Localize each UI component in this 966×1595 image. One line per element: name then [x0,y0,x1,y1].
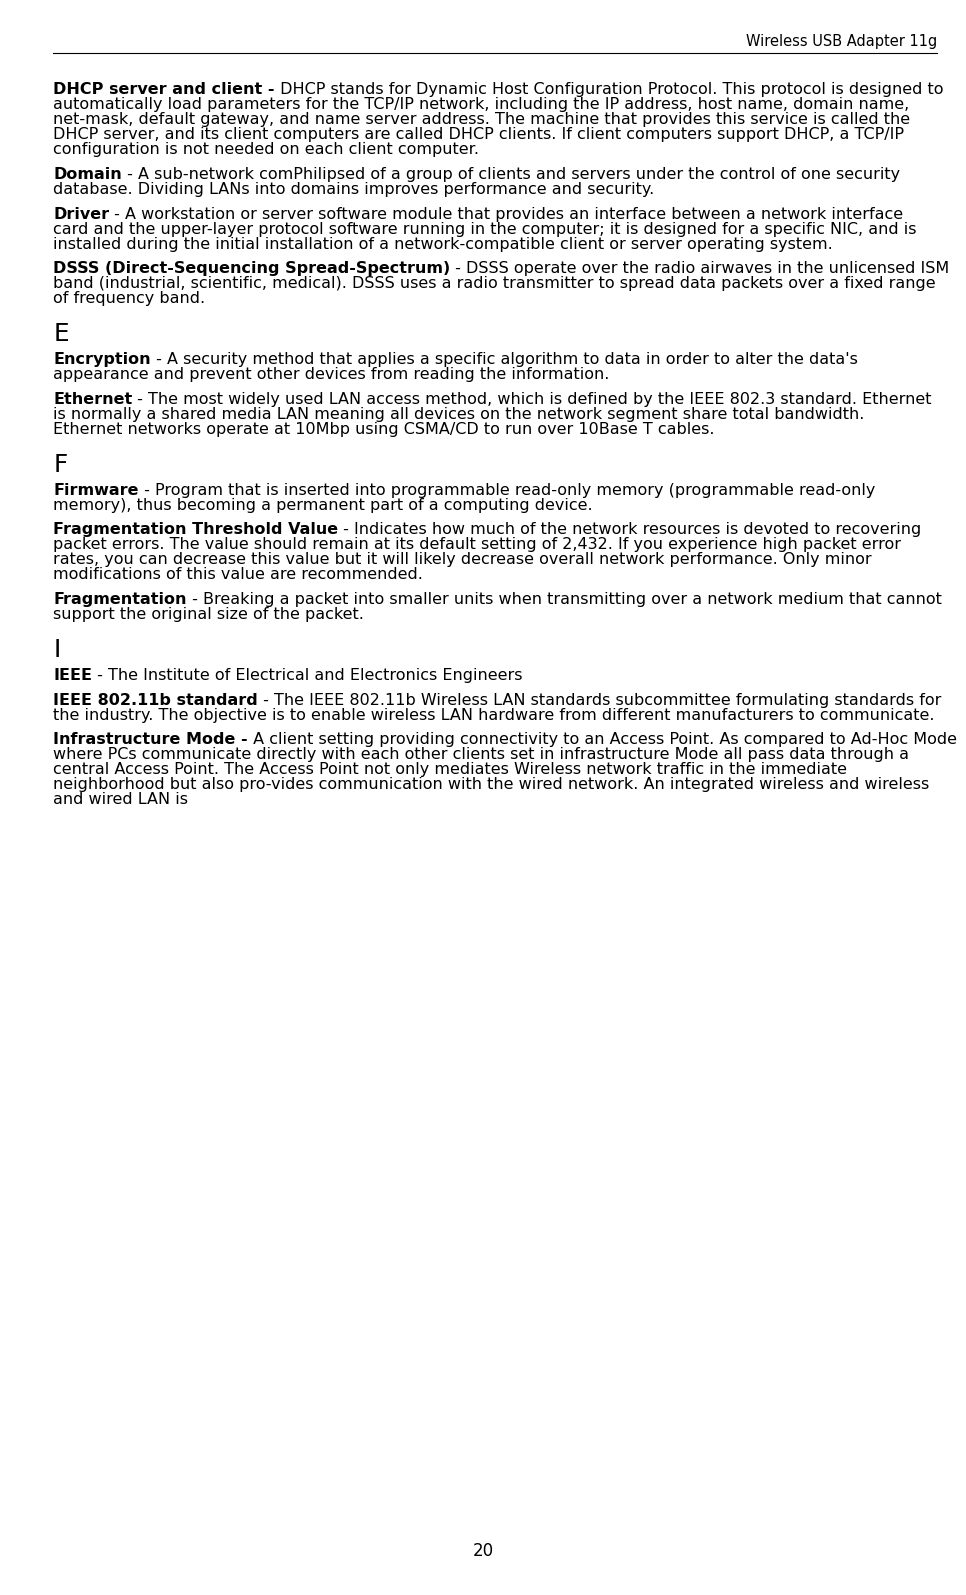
Text: automatically load parameters for the TCP/IP network, including the IP address, : automatically load parameters for the TC… [53,97,909,112]
Text: Fragmentation Threshold Value: Fragmentation Threshold Value [53,523,338,538]
Text: band (industrial, scientific, medical). DSSS uses a radio transmitter to spread : band (industrial, scientific, medical). … [53,276,936,292]
Text: I: I [53,638,61,662]
Text: F: F [53,453,68,477]
Text: card and the upper-layer protocol software running in the computer; it is design: card and the upper-layer protocol softwa… [53,222,917,236]
Text: - Program that is inserted into programmable read-only memory (programmable read: - Program that is inserted into programm… [139,483,875,498]
Text: IEEE 802.11b standard: IEEE 802.11b standard [53,692,258,708]
Text: memory), thus becoming a permanent part of a computing device.: memory), thus becoming a permanent part … [53,498,593,512]
Text: net-mask, default gateway, and name server address. The machine that provides th: net-mask, default gateway, and name serv… [53,112,910,128]
Text: database. Dividing LANs into domains improves performance and security.: database. Dividing LANs into domains imp… [53,182,654,196]
Text: where PCs communicate directly with each other clients set in infrastructure Mod: where PCs communicate directly with each… [53,748,909,762]
Text: Ethernet: Ethernet [53,392,132,407]
Text: Wireless USB Adapter 11g: Wireless USB Adapter 11g [746,33,937,49]
Text: modifications of this value are recommended.: modifications of this value are recommen… [53,568,423,582]
Text: DHCP server and client -: DHCP server and client - [53,81,274,97]
Text: Fragmentation: Fragmentation [53,592,186,608]
Text: - The most widely used LAN access method, which is defined by the IEEE 802.3 sta: - The most widely used LAN access method… [132,392,932,407]
Text: support the original size of the packet.: support the original size of the packet. [53,608,364,622]
Text: - The Institute of Electrical and Electronics Engineers: - The Institute of Electrical and Electr… [92,668,523,683]
Text: configuration is not needed on each client computer.: configuration is not needed on each clie… [53,142,479,158]
Text: - Indicates how much of the network resources is devoted to recovering: - Indicates how much of the network reso… [338,523,922,538]
Text: is normally a shared media LAN meaning all devices on the network segment share : is normally a shared media LAN meaning a… [53,407,865,423]
Text: the industry. The objective is to enable wireless LAN hardware from different ma: the industry. The objective is to enable… [53,708,935,723]
Text: of frequency band.: of frequency band. [53,292,205,306]
Text: neighborhood but also pro-vides communication with the wired network. An integra: neighborhood but also pro-vides communic… [53,777,929,793]
Text: central Access Point. The Access Point not only mediates Wireless network traffi: central Access Point. The Access Point n… [53,762,847,777]
Text: rates, you can decrease this value but it will likely decrease overall network p: rates, you can decrease this value but i… [53,552,871,568]
Text: Domain: Domain [53,167,122,182]
Text: - Breaking a packet into smaller units when transmitting over a network medium t: - Breaking a packet into smaller units w… [186,592,942,608]
Text: E: E [53,322,69,346]
Text: Firmware: Firmware [53,483,139,498]
Text: DSSS (Direct-Sequencing Spread-Spectrum): DSSS (Direct-Sequencing Spread-Spectrum) [53,262,450,276]
Text: Driver: Driver [53,207,109,222]
Text: - A security method that applies a specific algorithm to data in order to alter : - A security method that applies a speci… [151,352,858,367]
Text: Ethernet networks operate at 10Mbp using CSMA/CD to run over 10Base T cables.: Ethernet networks operate at 10Mbp using… [53,423,715,437]
Text: - DSSS operate over the radio airwaves in the unlicensed ISM: - DSSS operate over the radio airwaves i… [450,262,950,276]
Text: appearance and prevent other devices from reading the information.: appearance and prevent other devices fro… [53,367,610,383]
Text: - The IEEE 802.11b Wireless LAN standards subcommittee formulating standards for: - The IEEE 802.11b Wireless LAN standard… [258,692,941,708]
Text: Encryption: Encryption [53,352,151,367]
Text: - A workstation or server software module that provides an interface between a n: - A workstation or server software modul… [109,207,903,222]
Text: A client setting providing connectivity to an Access Point. As compared to Ad-Ho: A client setting providing connectivity … [247,732,956,748]
Text: and wired LAN is: and wired LAN is [53,793,188,807]
Text: IEEE: IEEE [53,668,92,683]
Text: DHCP stands for Dynamic Host Configuration Protocol. This protocol is designed t: DHCP stands for Dynamic Host Configurati… [274,81,943,97]
Text: - A sub-network comPhilipsed of a group of clients and servers under the control: - A sub-network comPhilipsed of a group … [122,167,900,182]
Text: DHCP server, and its client computers are called DHCP clients. If client compute: DHCP server, and its client computers ar… [53,128,904,142]
Text: 20: 20 [472,1542,494,1560]
Text: packet errors. The value should remain at its default setting of 2,432. If you e: packet errors. The value should remain a… [53,538,901,552]
Text: installed during the initial installation of a network-compatible client or serv: installed during the initial installatio… [53,236,833,252]
Text: Infrastructure Mode -: Infrastructure Mode - [53,732,247,748]
